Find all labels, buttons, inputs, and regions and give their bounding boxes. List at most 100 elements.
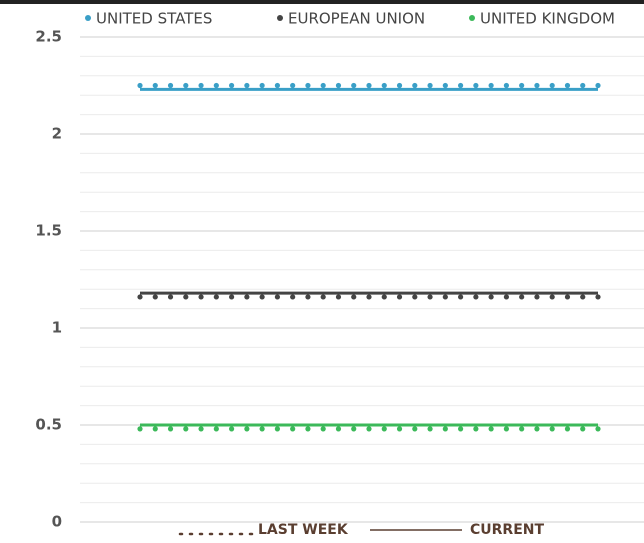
- last-week-point: [351, 426, 357, 432]
- last-week-point: [519, 82, 525, 89]
- y-tick-label: 1.5: [35, 222, 62, 240]
- last-week-point: [274, 82, 280, 89]
- last-week-point: [534, 82, 540, 89]
- last-week-point: [396, 294, 403, 300]
- last-week-point: [244, 426, 250, 432]
- last-week-point: [549, 426, 555, 432]
- last-week-point: [167, 294, 174, 300]
- y-tick-label: 0: [52, 513, 62, 531]
- top-bar: [0, 0, 644, 4]
- legend-dot: [469, 15, 475, 21]
- last-week-point: [381, 82, 387, 89]
- last-week-point: [335, 82, 342, 89]
- last-week-point: [290, 426, 296, 432]
- last-week-point: [519, 294, 525, 300]
- last-week-point: [137, 82, 143, 89]
- legend-label: UNITED STATES: [96, 10, 212, 28]
- last-week-point: [305, 82, 311, 89]
- legend-label: UNITED KINGDOM: [480, 10, 615, 28]
- last-week-point: [274, 426, 280, 432]
- last-week-point: [320, 426, 326, 432]
- last-week-point: [442, 426, 448, 432]
- legend-dot: [277, 15, 283, 21]
- last-week-point: [458, 82, 464, 89]
- last-week-point: [335, 426, 342, 432]
- last-week-point: [229, 82, 235, 89]
- last-week-point: [564, 426, 571, 432]
- y-tick-label: 2: [52, 125, 62, 143]
- last-week-point: [244, 294, 250, 300]
- last-week-point: [458, 294, 464, 300]
- last-week-point: [290, 82, 296, 89]
- last-week-point: [503, 426, 509, 432]
- last-week-point: [305, 426, 311, 432]
- last-week-point: [259, 82, 265, 89]
- last-week-point: [320, 82, 326, 89]
- last-week-point: [412, 82, 418, 89]
- last-week-point: [381, 426, 387, 432]
- last-week-point: [366, 426, 372, 432]
- last-week-point: [488, 294, 494, 300]
- last-week-point: [534, 426, 540, 432]
- last-week-point: [396, 426, 403, 432]
- last-week-point: [503, 82, 509, 89]
- last-week-point: [213, 426, 219, 432]
- last-week-point: [549, 294, 555, 300]
- last-week-point: [320, 294, 326, 300]
- last-week-point: [427, 426, 433, 432]
- last-week-point: [580, 82, 586, 89]
- last-week-point: [595, 82, 601, 89]
- last-week-point: [488, 82, 494, 89]
- last-week-point: [595, 294, 601, 300]
- last-week-point: [244, 82, 250, 89]
- last-week-point: [366, 82, 372, 89]
- last-week-point: [549, 82, 555, 89]
- last-week-point: [305, 294, 311, 300]
- last-week-point: [229, 426, 235, 432]
- last-week-point: [427, 82, 433, 89]
- legend-dot: [85, 15, 91, 21]
- last-week-point: [229, 294, 235, 300]
- last-week-point: [473, 426, 479, 432]
- last-week-point: [503, 294, 509, 300]
- y-tick-label: 1: [52, 319, 62, 337]
- last-week-point: [167, 82, 174, 89]
- last-week-point: [564, 82, 571, 89]
- legend-style-label: CURRENT: [470, 522, 544, 538]
- y-tick-label: 2.5: [35, 28, 62, 46]
- last-week-point: [580, 294, 586, 300]
- last-week-point: [564, 294, 571, 300]
- last-week-point: [137, 294, 143, 300]
- last-week-point: [167, 426, 174, 432]
- last-week-point: [152, 294, 158, 300]
- last-week-point: [442, 294, 448, 300]
- last-week-point: [473, 294, 479, 300]
- last-week-point: [412, 294, 418, 300]
- last-week-point: [580, 426, 586, 432]
- last-week-point: [351, 294, 357, 300]
- last-week-point: [198, 294, 204, 300]
- last-week-point: [213, 82, 219, 89]
- last-week-point: [152, 82, 158, 89]
- last-week-point: [351, 82, 357, 89]
- last-week-point: [412, 426, 418, 432]
- last-week-point: [396, 82, 403, 89]
- legend-label: EUROPEAN UNION: [288, 10, 425, 28]
- last-week-point: [458, 426, 464, 432]
- last-week-point: [534, 294, 540, 300]
- last-week-point: [137, 426, 143, 432]
- last-week-point: [213, 294, 219, 300]
- last-week-point: [381, 294, 387, 300]
- last-week-point: [290, 294, 296, 300]
- last-week-point: [519, 426, 525, 432]
- y-tick-label: 0.5: [35, 416, 62, 434]
- last-week-point: [442, 82, 448, 89]
- last-week-point: [198, 82, 204, 89]
- last-week-point: [488, 426, 494, 432]
- last-week-point: [183, 294, 189, 300]
- last-week-point: [274, 294, 280, 300]
- last-week-point: [183, 426, 189, 432]
- last-week-point: [427, 294, 433, 300]
- last-week-point: [473, 82, 479, 89]
